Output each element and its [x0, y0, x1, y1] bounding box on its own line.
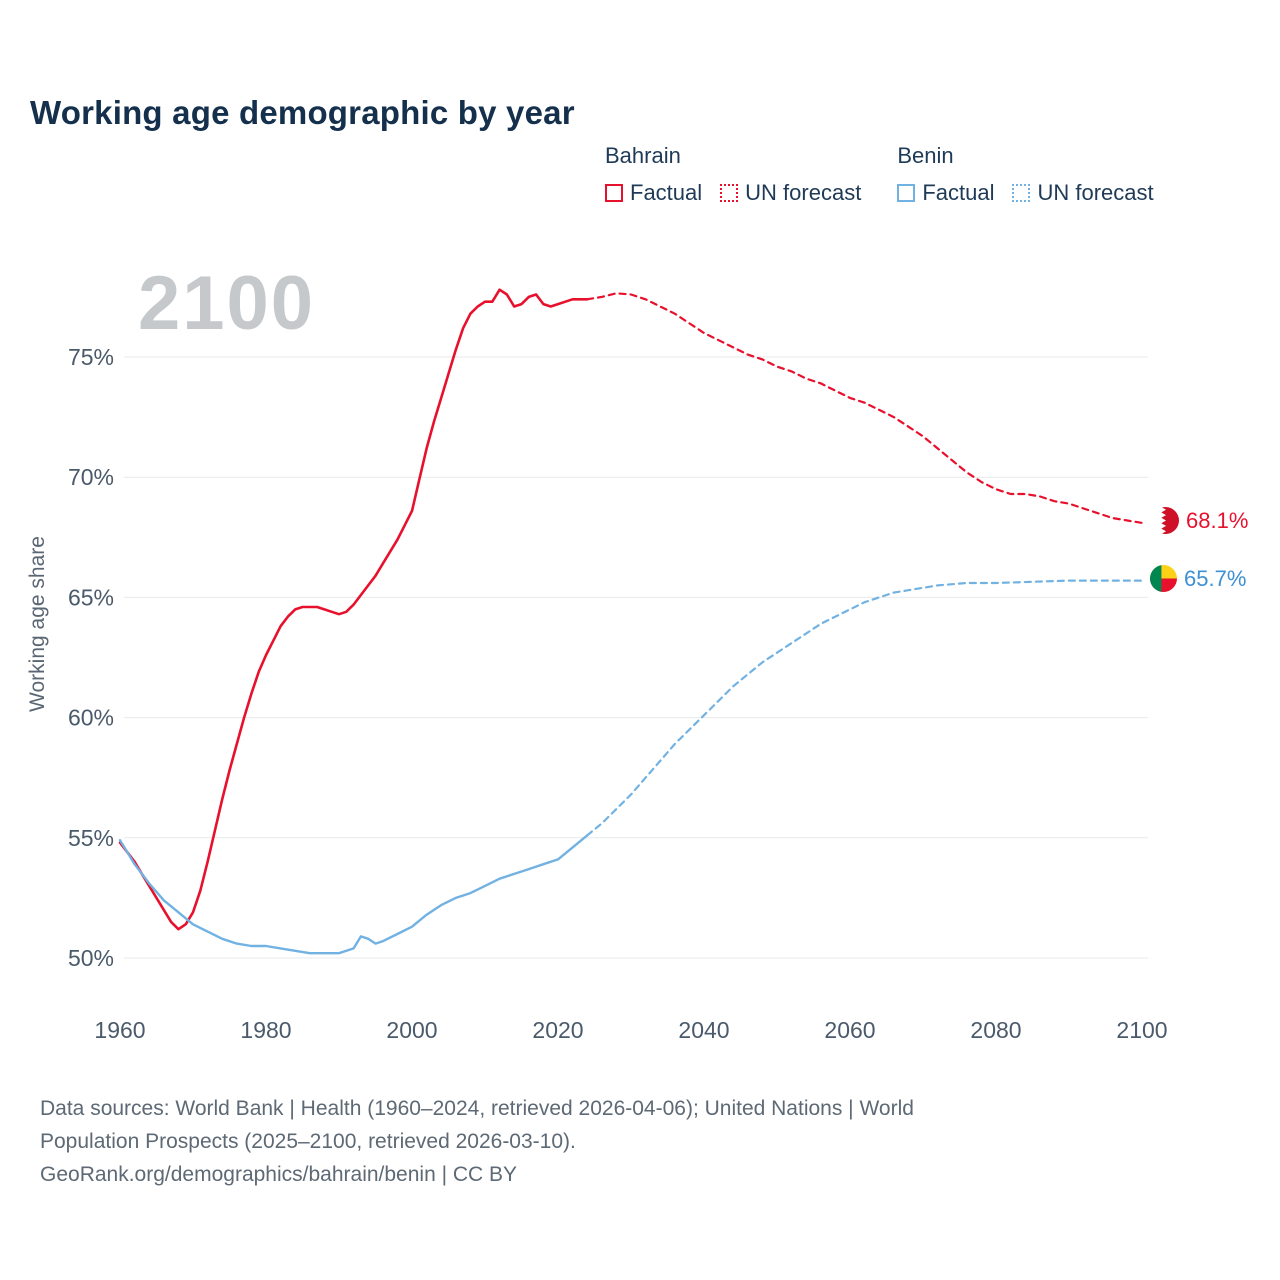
end-value-benin: 65.7%: [1184, 565, 1247, 591]
x-tick-label: 2100: [1116, 1017, 1167, 1043]
legend: Bahrain Factual UN forecast Benin Factua…: [605, 143, 1154, 206]
x-tick-label: 2000: [386, 1017, 437, 1043]
footer-line: Population Prospects (2025–2100, retriev…: [40, 1130, 576, 1154]
legend-group-bahrain: Bahrain Factual UN forecast: [605, 143, 861, 206]
series-line-bahrain-forecast: [586, 292, 1144, 525]
footer-line: Data sources: World Bank | Health (1960–…: [40, 1097, 914, 1120]
y-tick-label: 65%: [68, 584, 114, 610]
y-tick-label: 70%: [68, 464, 114, 490]
legend-item-bahrain-forecast[interactable]: UN forecast: [720, 180, 861, 206]
legend-item-benin-factual[interactable]: Factual: [897, 180, 994, 206]
bahrain-flag-icon: [1152, 507, 1179, 534]
legend-item-label: UN forecast: [745, 180, 862, 205]
solid-swatch-icon: [897, 184, 916, 202]
y-tick-label: 75%: [68, 344, 114, 370]
end-value-bahrain: 68.1%: [1186, 507, 1249, 533]
dotted-swatch-icon: [720, 184, 739, 202]
series-line-benin-forecast: [586, 579, 1144, 837]
end-label-benin: 65.7%: [1150, 565, 1246, 592]
legend-item-label: Factual: [922, 180, 995, 205]
x-tick-label: 2040: [678, 1017, 729, 1043]
y-tick-label: 50%: [68, 945, 114, 971]
x-tick-label: 1960: [94, 1017, 145, 1043]
legend-item-label: Factual: [630, 180, 703, 205]
dotted-swatch-icon: [1012, 184, 1031, 202]
legend-item-label: UN forecast: [1037, 180, 1154, 205]
footer-attribution: GeoRank.org/demographics/bahrain/benin |…: [40, 1163, 518, 1187]
x-tick-label: 1980: [240, 1017, 291, 1043]
legend-country-benin: Benin: [897, 143, 954, 168]
y-tick-label: 55%: [68, 825, 114, 851]
watermark-year: 2100: [138, 261, 316, 346]
x-tick-label: 2080: [970, 1017, 1021, 1043]
solid-swatch-icon: [605, 184, 623, 202]
legend-item-bahrain-factual[interactable]: Factual: [605, 180, 702, 206]
benin-flag-icon: [1150, 565, 1177, 592]
page-title: Working age demographic by year: [30, 94, 575, 132]
y-tick-label: 60%: [68, 705, 114, 731]
data-sources-footer: Data sources: World Bank | Health (1960–…: [40, 1092, 914, 1192]
series-line-benin-factual: [118, 834, 589, 955]
legend-item-benin-forecast[interactable]: UN forecast: [1012, 180, 1154, 206]
x-tick-label: 2060: [824, 1017, 875, 1043]
end-label-bahrain: 68.1%: [1152, 507, 1248, 534]
legend-country-bahrain: Bahrain: [605, 143, 681, 168]
x-tick-label: 2020: [532, 1017, 583, 1043]
legend-group-benin: Benin Factual UN forecast: [897, 143, 1154, 206]
series-line-bahrain-factual: [118, 288, 589, 931]
